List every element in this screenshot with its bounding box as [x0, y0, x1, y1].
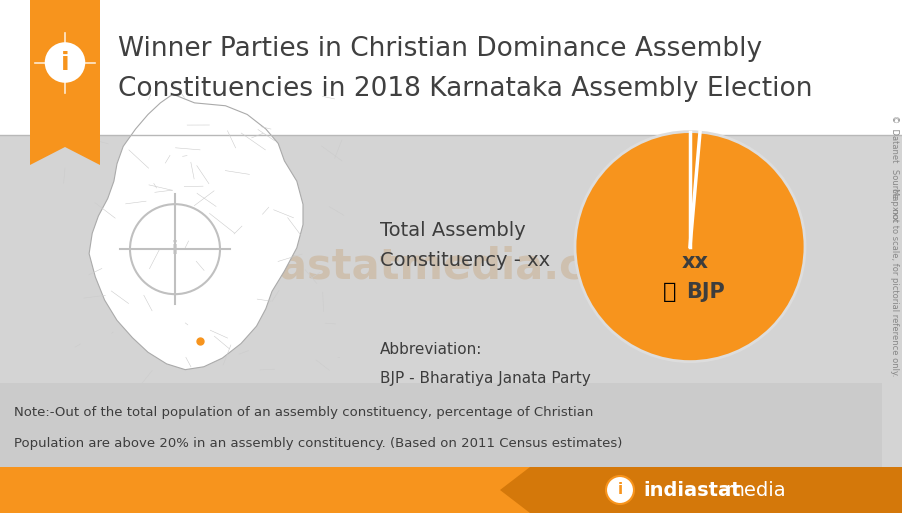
Text: i: i	[172, 240, 178, 258]
Bar	[0, 467, 902, 513]
Text: BJP - Bharatiya Janata Party: BJP - Bharatiya Janata Party	[380, 370, 591, 385]
Text: indiastat: indiastat	[643, 481, 741, 500]
Circle shape	[43, 41, 87, 85]
Text: indiastatmedia.com: indiastatmedia.com	[191, 246, 657, 288]
Text: Abbreviation:: Abbreviation:	[380, 343, 483, 358]
Polygon shape	[500, 467, 902, 513]
Text: Constituencies in 2018 Karnataka Assembly Election: Constituencies in 2018 Karnataka Assembl…	[118, 76, 813, 103]
Text: Constituency - xx: Constituency - xx	[380, 250, 550, 269]
Text: 🌸: 🌸	[663, 282, 676, 302]
Text: i: i	[618, 483, 622, 498]
Text: Total Assembly: Total Assembly	[380, 221, 526, 240]
Text: i: i	[60, 50, 69, 74]
Text: xx: xx	[682, 251, 708, 271]
Text: Note:-Out of the total population of an assembly constituency, percentage of Chr: Note:-Out of the total population of an …	[14, 406, 594, 419]
Polygon shape	[89, 94, 303, 370]
Bar	[0, 383, 882, 467]
Text: BJP: BJP	[686, 282, 724, 302]
Text: Map not to scale, for pictorial reference only.: Map not to scale, for pictorial referenc…	[889, 188, 898, 377]
Text: Source : xxx: Source : xxx	[889, 169, 898, 221]
Text: media: media	[725, 481, 786, 500]
Text: ©  Datanet: © Datanet	[889, 115, 898, 162]
Circle shape	[575, 132, 805, 362]
Text: Population are above 20% in an assembly constituency. (Based on 2011 Census esti: Population are above 20% in an assembly …	[14, 437, 622, 450]
Polygon shape	[30, 0, 100, 165]
Text: Winner Parties in Christian Dominance Assembly: Winner Parties in Christian Dominance As…	[118, 36, 762, 63]
Bar	[0, 0, 902, 135]
Circle shape	[606, 476, 634, 504]
